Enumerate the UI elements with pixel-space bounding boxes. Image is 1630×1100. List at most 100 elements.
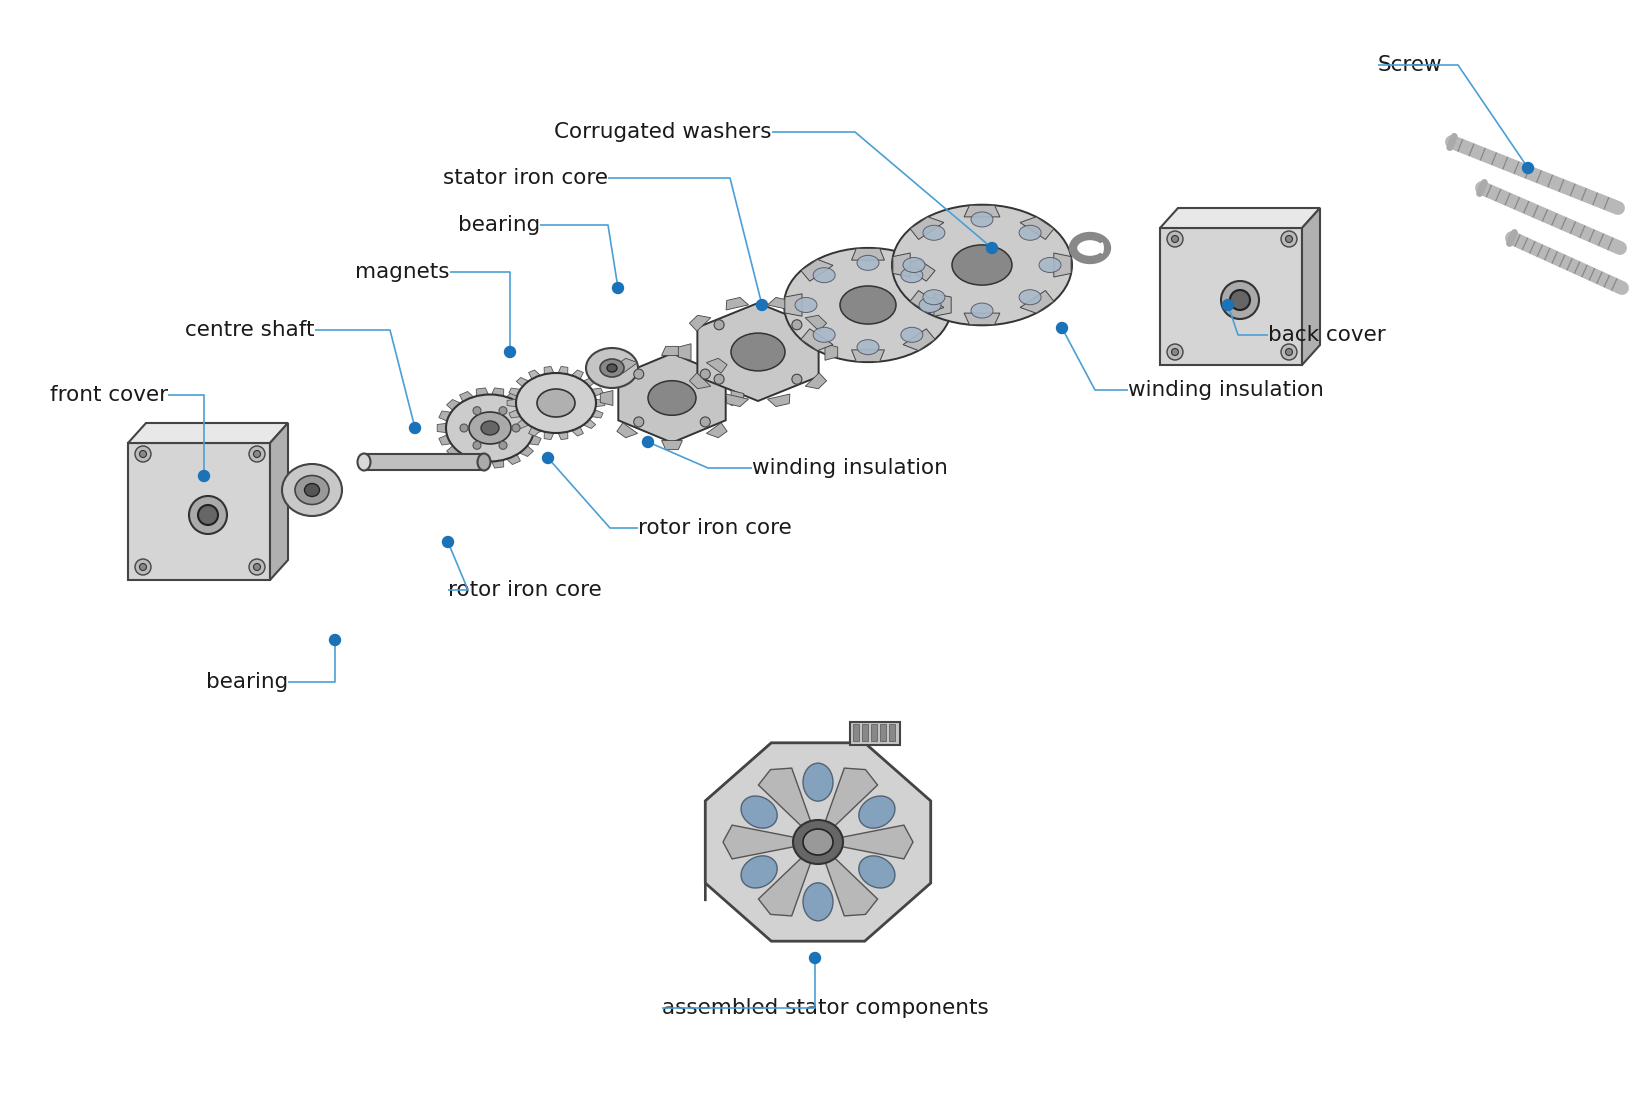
Circle shape	[135, 446, 152, 462]
Ellipse shape	[900, 267, 923, 283]
Polygon shape	[662, 440, 681, 450]
Circle shape	[714, 320, 724, 330]
Circle shape	[613, 283, 623, 294]
Polygon shape	[934, 294, 950, 316]
Ellipse shape	[295, 475, 329, 505]
Ellipse shape	[1221, 280, 1258, 319]
Ellipse shape	[900, 328, 923, 342]
Circle shape	[1222, 299, 1232, 310]
Ellipse shape	[197, 505, 218, 525]
Circle shape	[409, 422, 421, 433]
Bar	[862, 724, 867, 741]
Bar	[888, 724, 895, 741]
Ellipse shape	[445, 395, 533, 462]
Ellipse shape	[802, 763, 833, 801]
Polygon shape	[584, 377, 595, 387]
Circle shape	[1170, 349, 1178, 355]
Circle shape	[460, 424, 468, 432]
Polygon shape	[518, 399, 533, 410]
Polygon shape	[725, 394, 748, 407]
Polygon shape	[517, 377, 528, 387]
Circle shape	[1170, 235, 1178, 242]
Circle shape	[249, 559, 264, 575]
Circle shape	[986, 242, 998, 253]
Polygon shape	[851, 249, 883, 260]
Bar	[870, 724, 877, 741]
Polygon shape	[557, 431, 567, 440]
Polygon shape	[818, 825, 913, 859]
Polygon shape	[768, 394, 789, 407]
Polygon shape	[849, 722, 900, 745]
Ellipse shape	[839, 286, 895, 324]
Polygon shape	[517, 419, 528, 429]
Polygon shape	[544, 431, 554, 440]
Circle shape	[1280, 231, 1296, 248]
Polygon shape	[600, 390, 613, 406]
Circle shape	[442, 537, 453, 548]
Polygon shape	[127, 424, 289, 443]
Polygon shape	[507, 392, 520, 402]
Circle shape	[699, 370, 709, 379]
Polygon shape	[592, 388, 603, 396]
Polygon shape	[528, 434, 541, 446]
Text: bearing: bearing	[205, 672, 289, 692]
Polygon shape	[570, 370, 584, 379]
Polygon shape	[818, 768, 877, 842]
Bar	[363, 454, 484, 470]
Circle shape	[634, 370, 644, 379]
Polygon shape	[704, 742, 771, 901]
Text: winding insulation: winding insulation	[1128, 379, 1324, 400]
Circle shape	[1167, 231, 1182, 248]
Circle shape	[249, 446, 264, 462]
Ellipse shape	[469, 412, 510, 444]
Circle shape	[1284, 235, 1291, 242]
Circle shape	[792, 374, 802, 384]
Ellipse shape	[305, 484, 319, 496]
Circle shape	[253, 451, 261, 458]
Circle shape	[329, 635, 341, 646]
Polygon shape	[528, 411, 541, 421]
Polygon shape	[557, 366, 567, 374]
Polygon shape	[438, 434, 452, 446]
Circle shape	[473, 441, 481, 449]
Polygon shape	[1159, 228, 1301, 365]
Polygon shape	[528, 427, 540, 436]
Ellipse shape	[606, 364, 616, 372]
Circle shape	[135, 559, 152, 575]
Polygon shape	[1019, 290, 1053, 314]
Polygon shape	[533, 424, 543, 432]
Polygon shape	[437, 424, 447, 432]
Polygon shape	[595, 399, 605, 407]
Polygon shape	[758, 768, 818, 842]
Circle shape	[140, 451, 147, 458]
Ellipse shape	[923, 289, 944, 305]
Ellipse shape	[1019, 289, 1040, 305]
Polygon shape	[592, 409, 603, 418]
Circle shape	[1056, 322, 1068, 333]
Polygon shape	[704, 742, 931, 942]
Polygon shape	[903, 260, 934, 282]
Polygon shape	[616, 422, 637, 438]
Polygon shape	[725, 297, 748, 310]
Polygon shape	[518, 446, 533, 456]
Ellipse shape	[856, 255, 879, 271]
Bar	[852, 724, 859, 741]
Polygon shape	[491, 460, 504, 469]
Polygon shape	[768, 297, 789, 310]
Ellipse shape	[1019, 226, 1040, 240]
Text: winding insulation: winding insulation	[751, 458, 947, 478]
Text: magnets: magnets	[355, 262, 450, 282]
Circle shape	[808, 953, 820, 964]
Circle shape	[714, 374, 724, 384]
Ellipse shape	[970, 304, 993, 318]
Ellipse shape	[856, 340, 879, 354]
Circle shape	[499, 441, 507, 449]
Polygon shape	[438, 411, 452, 421]
Ellipse shape	[189, 496, 227, 534]
Polygon shape	[509, 388, 520, 396]
Ellipse shape	[740, 856, 778, 888]
Polygon shape	[509, 409, 520, 418]
Circle shape	[512, 424, 520, 432]
Bar	[880, 724, 885, 741]
Polygon shape	[460, 454, 473, 464]
